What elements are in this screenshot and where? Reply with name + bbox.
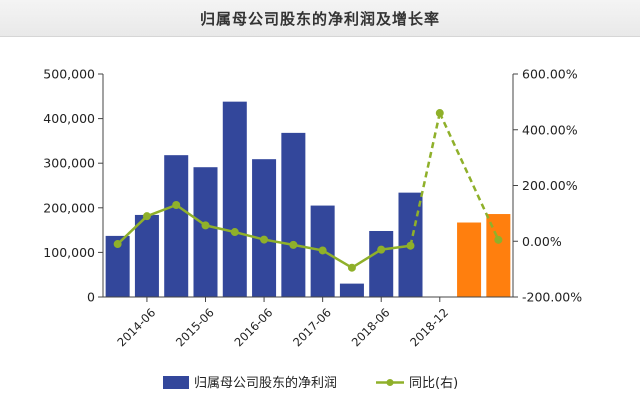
line-point bbox=[435, 109, 444, 118]
bar bbox=[457, 222, 482, 297]
x-axis-tick-label: 2016-06 bbox=[232, 305, 276, 349]
left-axis-tick-label: 300,000 bbox=[43, 156, 95, 171]
bar bbox=[134, 214, 159, 297]
bar bbox=[252, 159, 277, 297]
line-point bbox=[142, 212, 151, 221]
line-segment bbox=[409, 112, 442, 246]
bar bbox=[193, 167, 218, 297]
bar bbox=[222, 101, 247, 297]
line-point bbox=[201, 221, 210, 230]
line-point bbox=[113, 240, 122, 249]
right-axis-tick-label: 600.00% bbox=[522, 67, 578, 82]
bar-series bbox=[105, 101, 511, 297]
left-axis-tick-label: 400,000 bbox=[43, 111, 95, 126]
right-axis-tick-label: 0.00% bbox=[522, 234, 562, 249]
line-segment bbox=[263, 238, 294, 247]
bar bbox=[486, 214, 511, 297]
line-point bbox=[406, 241, 415, 250]
line-series bbox=[113, 109, 503, 272]
legend: 归属母公司股东的净利润 同比(右) bbox=[163, 375, 458, 391]
left-axis-tick-label: 500,000 bbox=[43, 67, 95, 82]
chart-title-bar: 归属母公司股东的净利润及增长率 bbox=[0, 0, 640, 37]
line-segment bbox=[234, 230, 265, 241]
line-segment bbox=[438, 112, 500, 241]
x-axis-tick-label: 2015-06 bbox=[173, 305, 217, 349]
line-point bbox=[260, 235, 269, 244]
left-axis-tick-label: 200,000 bbox=[43, 200, 95, 215]
legend-label-line: 同比(右) bbox=[409, 376, 458, 391]
x-axis-tick-label: 2014-06 bbox=[114, 305, 158, 349]
bar bbox=[369, 230, 394, 297]
line-point bbox=[289, 240, 298, 249]
x-axis-tick-label: 2018-06 bbox=[349, 305, 393, 349]
right-axis-tick-label: 400.00% bbox=[522, 122, 578, 137]
line-segment bbox=[351, 248, 382, 269]
right-axis-tick-label: -200.00% bbox=[522, 290, 582, 305]
line-point bbox=[172, 201, 181, 210]
x-axis: 2014-06 2015-06 2016-06 2017-06 2018-06 2018-… bbox=[103, 296, 513, 349]
left-axis-tick-label: 100,000 bbox=[43, 245, 95, 260]
line-segment bbox=[175, 203, 207, 227]
legend-label-bar: 归属母公司股东的净利润 bbox=[194, 375, 337, 391]
line-segment bbox=[205, 224, 236, 234]
line-segment bbox=[381, 244, 411, 251]
right-axis: -200.00% 0.00% 200.00% 400.00% 600.00% bbox=[512, 67, 582, 305]
line-point bbox=[347, 263, 356, 272]
bar bbox=[281, 132, 306, 297]
x-axis-tick-label: 2018-12 bbox=[407, 305, 451, 349]
left-axis: 0 100,000 200,000 300,000 400,000 500,000 bbox=[43, 67, 104, 305]
line-point bbox=[318, 246, 327, 255]
line-segment bbox=[293, 243, 323, 252]
bar bbox=[164, 155, 189, 297]
line-point bbox=[494, 235, 503, 244]
line-point bbox=[230, 228, 239, 237]
line-point bbox=[377, 245, 386, 254]
chart-title: 归属母公司股东的净利润及增长率 bbox=[199, 9, 440, 28]
x-axis-tick-label: 2017-06 bbox=[290, 305, 334, 349]
left-axis-tick-label: 0 bbox=[87, 290, 95, 305]
line-segment bbox=[322, 249, 353, 269]
legend-swatch-marker bbox=[386, 379, 394, 386]
line-segment bbox=[146, 203, 177, 218]
legend-swatch-bar bbox=[163, 376, 189, 389]
line-segment bbox=[116, 215, 148, 245]
right-axis-tick-label: 200.00% bbox=[522, 178, 578, 193]
bar bbox=[339, 283, 364, 297]
